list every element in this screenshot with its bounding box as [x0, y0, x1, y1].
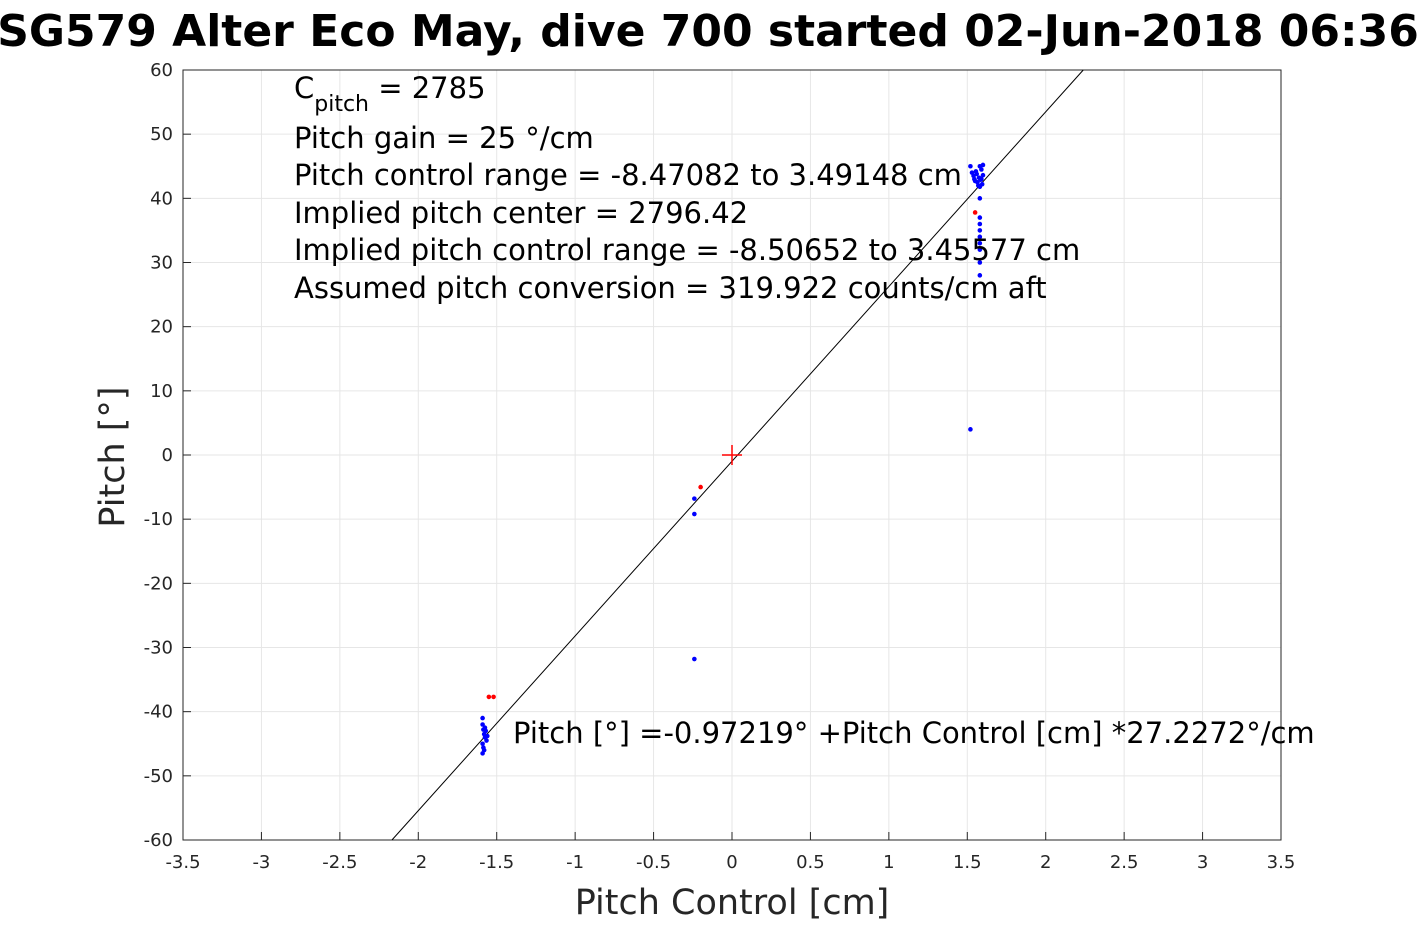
chart-title: SG579 Alter Eco May, dive 700 started 02… — [0, 6, 1417, 57]
data-point — [977, 247, 983, 252]
y-tick-label: -30 — [144, 638, 173, 659]
x-tick-label: 2 — [1040, 852, 1051, 873]
y-tick-label: -40 — [144, 702, 173, 723]
annotation-pitch-conversion: Assumed pitch conversion = 319.922 count… — [294, 271, 1047, 305]
y-tick-label: 50 — [150, 124, 173, 145]
data-point — [979, 176, 984, 182]
x-axis-label: Pitch Control [cm] — [575, 883, 890, 923]
y-tick-label: 30 — [150, 253, 173, 274]
data-point — [480, 715, 485, 721]
data-point — [692, 496, 697, 501]
y-tick-label: 20 — [150, 317, 173, 338]
data-point — [979, 181, 985, 187]
data-point — [486, 694, 492, 700]
center-plus-marker — [722, 445, 742, 465]
y-axis-ticks: -60 -50 -40 -30 -20 -10 0 10 20 30 40 50 60 — [144, 60, 191, 851]
data-point — [977, 196, 983, 201]
data-point — [482, 725, 488, 731]
data-point — [968, 163, 973, 169]
data-point — [977, 163, 983, 169]
data-point — [977, 273, 983, 278]
data-point — [977, 260, 983, 265]
points-layer — [480, 162, 986, 756]
data-point — [692, 511, 697, 517]
center-marker-layer — [722, 445, 742, 465]
data-point — [480, 722, 485, 727]
data-point — [977, 215, 983, 220]
y-tick-label: 0 — [162, 445, 173, 466]
x-tick-label: -0.5 — [636, 852, 671, 873]
data-point — [484, 738, 489, 743]
x-tick-label: -1.5 — [479, 852, 514, 873]
x-tick-label: 3 — [1197, 852, 1208, 873]
data-point — [977, 234, 983, 240]
annotation-implied-control-range: Implied pitch control range = -8.50652 t… — [294, 233, 1080, 267]
data-point — [480, 741, 485, 747]
data-point — [980, 172, 986, 178]
data-point — [977, 240, 983, 246]
x-tick-label: -2.5 — [322, 852, 357, 873]
data-point — [972, 210, 978, 215]
data-point — [977, 221, 983, 227]
data-point — [491, 694, 496, 700]
y-tick-label: 10 — [150, 381, 173, 402]
x-tick-label: 0 — [726, 852, 737, 873]
annotation-block: Cpitch = 2785 Pitch gain = 25 °/cm Pitch… — [294, 71, 1080, 305]
y-tick-label: -20 — [144, 573, 173, 594]
x-axis-ticks: -3.5 -3 -2.5 -2 -1.5 -1 -0.5 0 0.5 1 1.5 2 2.5 3 3.5 — [165, 832, 1295, 873]
data-point — [974, 171, 979, 177]
data-point — [968, 427, 973, 432]
annotation-implied-pitch-center: Implied pitch center = 2796.42 — [294, 196, 748, 230]
y-tick-label: -60 — [144, 830, 173, 851]
y-tick-label: 60 — [150, 60, 173, 81]
y-tick-label: -50 — [144, 766, 173, 787]
annotation-pitch-gain: Pitch gain = 25 °/cm — [294, 121, 594, 155]
x-tick-label: -3 — [252, 852, 270, 873]
x-tick-label: 2.5 — [1110, 852, 1139, 873]
x-tick-label: 1.5 — [953, 852, 982, 873]
x-tick-label: -1 — [566, 852, 584, 873]
data-point — [480, 751, 485, 756]
data-point — [692, 656, 697, 662]
x-tick-label: -3.5 — [165, 852, 200, 873]
x-tick-label: 3.5 — [1267, 852, 1296, 873]
y-tick-label: 40 — [150, 188, 173, 209]
fit-equation-label: Pitch [°] =-0.97219° +Pitch Control [cm]… — [513, 716, 1315, 750]
x-tick-label: 1 — [883, 852, 894, 873]
x-tick-label: 0.5 — [796, 852, 825, 873]
y-axis-label: Pitch [°] — [93, 386, 133, 527]
data-point — [698, 484, 703, 490]
annotation-pitch-control-range: Pitch control range = -8.47082 to 3.4914… — [294, 158, 962, 192]
y-tick-label: -10 — [144, 509, 173, 530]
data-point — [485, 733, 490, 739]
annotation-cpitch: Cpitch = 2785 — [294, 71, 486, 117]
data-point — [977, 228, 983, 233]
grid — [182, 69, 1282, 841]
x-tick-label: -2 — [409, 852, 427, 873]
